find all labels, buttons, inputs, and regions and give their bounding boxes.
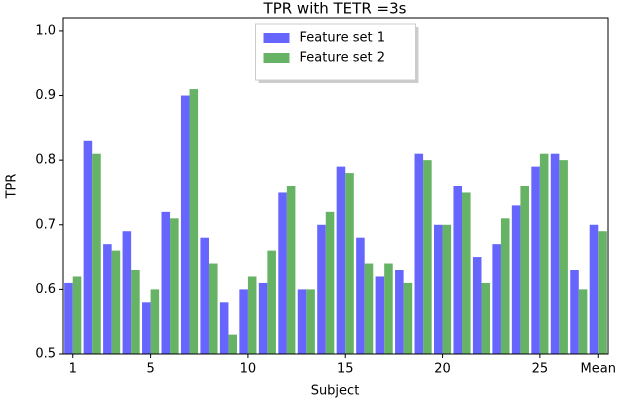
legend-swatch: [263, 33, 290, 43]
bar: [150, 289, 160, 354]
bar: [414, 153, 424, 354]
bar: [83, 140, 93, 354]
y-tick-label: 0.5: [35, 347, 56, 362]
bar: [578, 289, 588, 354]
bar: [122, 231, 132, 354]
bar: [570, 270, 579, 354]
bar: [64, 282, 73, 354]
bar: [395, 270, 404, 354]
bar: [433, 224, 443, 354]
bar: [208, 263, 218, 354]
bar: [200, 237, 209, 354]
bar: [403, 282, 413, 354]
bar: [345, 173, 354, 354]
x-tick-label: 15: [337, 362, 354, 377]
y-axis-label: TPR: [5, 174, 20, 200]
bar: [170, 218, 179, 354]
bar: [161, 211, 171, 354]
bar: [258, 282, 268, 354]
bar: [267, 250, 276, 354]
bar: [472, 257, 482, 354]
bar: [111, 250, 121, 354]
bar: [356, 237, 365, 354]
bar: [239, 289, 248, 354]
bar: [500, 218, 510, 354]
legend-label: Feature set 1: [300, 31, 386, 46]
y-tick-label: 0.7: [35, 217, 56, 232]
bar: [511, 205, 521, 354]
bar: [453, 186, 463, 354]
bar: [364, 263, 374, 354]
bar: [247, 276, 257, 354]
legend-swatch: [263, 53, 290, 63]
bar: [492, 244, 501, 354]
x-tick-label: Mean: [581, 362, 616, 377]
bar: [142, 302, 151, 354]
legend: Feature set 1 Feature set 2: [255, 23, 419, 83]
x-tick-label: 5: [146, 362, 154, 377]
chart-title: TPR with TETR =3s: [263, 0, 407, 18]
bar: [228, 334, 238, 354]
bar: [325, 211, 335, 354]
x-tick-label: 1: [69, 362, 77, 377]
bar: [442, 224, 452, 354]
legend-label: Feature set 2: [300, 51, 386, 66]
x-axis-label: Subject: [311, 384, 360, 399]
x-tick-label: 25: [532, 362, 549, 377]
bar: [336, 166, 346, 354]
bar: [72, 276, 82, 354]
bar: [286, 186, 296, 354]
bar: [278, 192, 287, 354]
bar: [103, 244, 112, 354]
plot-frame: [62, 17, 609, 355]
bar: [375, 276, 385, 354]
bar: [598, 231, 607, 354]
bar: [550, 153, 560, 354]
bar: [520, 186, 529, 354]
bar: [306, 289, 315, 354]
bar: [462, 192, 471, 354]
bar: [131, 270, 140, 354]
y-tick-label: 0.8: [35, 153, 56, 168]
bar: [189, 89, 199, 355]
bar: [180, 95, 190, 355]
bar: [589, 224, 599, 354]
bar: [219, 302, 229, 354]
x-tick-label: 10: [240, 362, 257, 377]
bar: [317, 224, 326, 354]
bar: [297, 289, 307, 354]
y-tick-label: 1.0: [35, 23, 56, 38]
bar: [531, 166, 540, 354]
bar: [92, 153, 101, 354]
bar: [384, 263, 393, 354]
bar: [559, 160, 568, 354]
y-tick-label: 0.6: [35, 282, 56, 297]
bar: [423, 160, 432, 354]
x-tick-label: 20: [434, 362, 451, 377]
y-tick-label: 0.9: [35, 88, 56, 103]
bar: [539, 153, 549, 354]
bar: [481, 282, 491, 354]
